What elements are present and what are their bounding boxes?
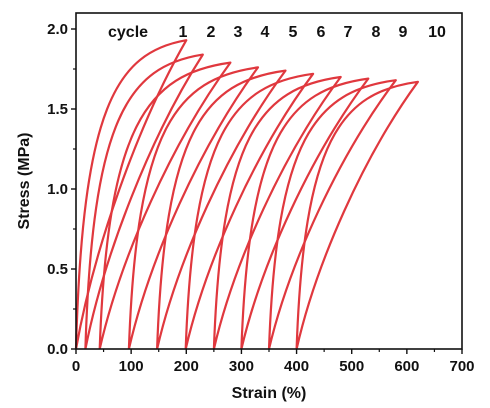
plot-frame [75,12,463,350]
x-tick-label: 100 [119,358,144,375]
x-tick-label: 500 [339,358,364,375]
cycle-number-label: 10 [428,24,446,41]
cycle-5-loop [156,69,287,350]
cycle-1-loop [74,39,188,350]
cycle-label-prefix: cycle [108,24,148,41]
x-tick-label: 400 [284,358,309,375]
y-axis-title: Stress (MPa) [16,133,33,230]
cycle-9-loop [267,79,397,350]
cycle-2-loop [84,53,204,350]
x-tick-label: 700 [449,358,474,375]
y-tick-label: 2.0 [47,21,68,38]
x-tick-label: 200 [174,358,199,375]
cycle-annotations: cycle 1 2 3 4 5 6 7 8 9 10 [108,24,446,41]
cycle-6-loop [184,72,315,350]
cycle-number-label: 8 [372,24,381,41]
y-tick-label: 0.0 [47,341,68,358]
x-tick-label: 600 [394,358,419,375]
cycle-number-label: 4 [261,24,270,41]
cycle-number-label: 2 [207,24,216,41]
cycle-number-label: 3 [234,24,243,41]
x-tick-label: 300 [229,358,254,375]
cycle-number-label: 6 [317,24,326,41]
cycle-number-label: 9 [399,24,408,41]
cycle-3-loop [98,61,232,350]
cycle-7-loop [212,75,342,350]
y-tick-label: 1.5 [47,101,68,118]
cycle-10-loop [295,80,419,350]
cycle-number-label: 7 [344,24,353,41]
y-tick-label: 1.0 [47,181,68,198]
cycle-curves [74,39,419,350]
cycle-number-label: 1 [179,24,188,41]
cycle-4-loop [127,66,260,350]
y-tick-label: 0.5 [47,261,68,278]
cycle-8-loop [240,77,370,350]
x-tick-label: 0 [72,358,80,375]
cycle-number-label: 5 [289,24,298,41]
axis-ticks: 0 100 200 300 400 500 600 700 0.0 0.5 1.0 1.5 2.0 [47,21,474,375]
x-axis-title: Strain (%) [232,385,307,402]
